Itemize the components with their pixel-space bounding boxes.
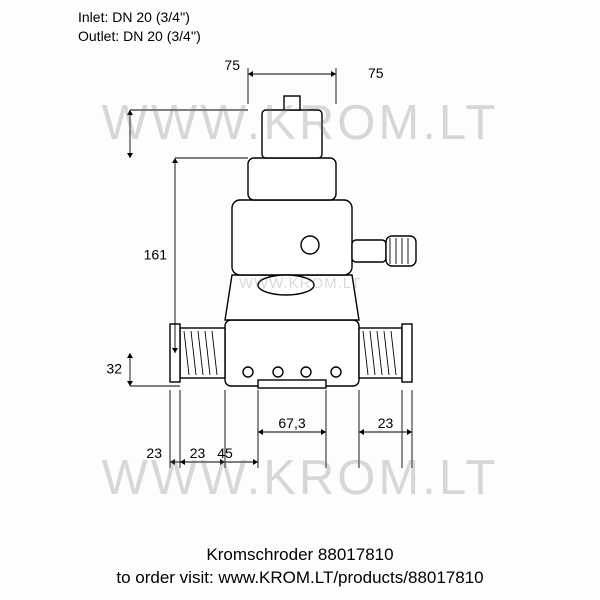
order-prefix: to order visit: (116, 568, 213, 587)
svg-text:45: 45 (217, 445, 233, 461)
brand-name: Kromschroder (206, 545, 313, 564)
inlet-value: DN 20 (3/4'') (112, 9, 190, 25)
outlet-line: Outlet: DN 20 (3/4'') (78, 27, 201, 46)
svg-text:75: 75 (224, 57, 240, 73)
svg-text:32: 32 (106, 361, 122, 377)
inlet-label: Inlet: (78, 9, 108, 25)
svg-text:23: 23 (378, 415, 394, 431)
technical-drawing: 75 75 161 32 67,3 23 23 23 45 (0, 50, 600, 500)
svg-text:23: 23 (190, 445, 206, 461)
svg-text:75: 75 (368, 65, 384, 81)
footer: Kromschroder 88017810 to order visit: ww… (0, 544, 600, 590)
spec-box: Inlet: DN 20 (3/4'') Outlet: DN 20 (3/4'… (78, 8, 201, 46)
footer-line1: Kromschroder 88017810 (0, 544, 600, 567)
svg-text:161: 161 (144, 247, 168, 263)
outlet-label: Outlet: (78, 28, 119, 44)
svg-text:23: 23 (146, 445, 162, 461)
outlet-value: DN 20 (3/4'') (123, 28, 201, 44)
svg-text:67,3: 67,3 (278, 415, 305, 431)
inlet-line: Inlet: DN 20 (3/4'') (78, 8, 201, 27)
order-link[interactable]: www.KROM.LT/products/88017810 (218, 568, 483, 587)
part-number: 88017810 (318, 545, 394, 564)
footer-line2: to order visit: www.KROM.LT/products/880… (0, 567, 600, 590)
